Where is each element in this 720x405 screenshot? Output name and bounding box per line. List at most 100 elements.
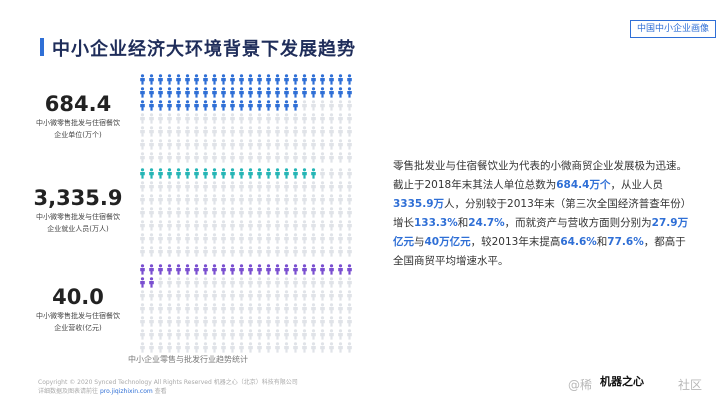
desc-highlight-employees: 3335.9万 [393, 198, 445, 210]
person-icon [329, 220, 334, 231]
person-icon [266, 100, 271, 111]
person-icon [149, 264, 154, 275]
person-icon [293, 126, 298, 137]
person-icon [230, 329, 235, 340]
person-icon [248, 303, 253, 314]
title-accent-bar [40, 38, 44, 56]
person-icon [167, 316, 172, 327]
person-icon [212, 113, 217, 124]
person-icon [302, 126, 307, 137]
person-icon [320, 329, 325, 340]
person-icon [311, 233, 316, 244]
person-icon [140, 168, 145, 179]
person-icon [149, 126, 154, 137]
person-icon [266, 87, 271, 98]
person-icon [149, 303, 154, 314]
person-icon [158, 87, 163, 98]
section-tag: 中国中小企业画像 [630, 20, 716, 38]
person-icon [329, 126, 334, 137]
person-icon [239, 194, 244, 205]
person-icon [212, 100, 217, 111]
person-icon [221, 233, 226, 244]
footer-prefix: 详细数据及图表请前往 [38, 388, 99, 395]
person-icon [338, 303, 343, 314]
chart-caption: 中小企业零售与批发行业趋势统计 [128, 355, 248, 364]
person-icon [320, 290, 325, 301]
person-icon [284, 277, 289, 288]
person-icon [167, 329, 172, 340]
watermark-right: 社区 [678, 378, 703, 392]
person-icon [311, 194, 316, 205]
person-icon [158, 194, 163, 205]
person-icon [266, 126, 271, 137]
person-icon [230, 100, 235, 111]
person-icon [338, 220, 343, 231]
person-icon [302, 264, 307, 275]
person-icon [347, 264, 352, 275]
person-icon [167, 152, 172, 163]
person-icon [221, 152, 226, 163]
person-icon [167, 126, 172, 137]
person-icon [266, 207, 271, 218]
person-icon [176, 207, 181, 218]
person-icon [293, 303, 298, 314]
person-icon [284, 264, 289, 275]
person-icon [329, 87, 334, 98]
person-icon [311, 74, 316, 85]
person-icon [194, 290, 199, 301]
person-icon [140, 233, 145, 244]
person-icon [338, 329, 343, 340]
description-paragraph: 零售批发业与住宿餐饮业为代表的小微商贸企业发展极为迅速。截止于2018年末其法人… [393, 157, 693, 271]
person-icon [221, 207, 226, 218]
person-icon [239, 246, 244, 257]
person-icon [212, 303, 217, 314]
person-icon [266, 152, 271, 163]
person-icon [275, 233, 280, 244]
person-icon [167, 342, 172, 353]
person-icon [320, 303, 325, 314]
person-icon [230, 303, 235, 314]
person-icon [203, 139, 208, 150]
person-icon [158, 207, 163, 218]
person-icon [185, 168, 190, 179]
person-icon [293, 139, 298, 150]
person-icon [167, 207, 172, 218]
person-icon [311, 342, 316, 353]
person-icon [239, 113, 244, 124]
stat-units-label-2: 企业单位(万个) [54, 131, 102, 139]
person-icon [140, 113, 145, 124]
person-icon [230, 194, 235, 205]
person-icon [212, 264, 217, 275]
person-icon [221, 342, 226, 353]
stat-revenue-label-2: 企业营收(亿元) [54, 324, 102, 332]
person-icon [248, 194, 253, 205]
footer-url-link[interactable]: pro.jiqizhixin.com [99, 388, 153, 395]
stat-employees: 3,335.9 中小微零售批发与住宿餐饮 企业就业人员(万人) [28, 186, 128, 234]
person-icon [257, 303, 262, 314]
person-icon [212, 290, 217, 301]
person-icon [275, 316, 280, 327]
person-icon [176, 233, 181, 244]
person-icon [158, 100, 163, 111]
person-icon [167, 194, 172, 205]
person-icon [311, 126, 316, 137]
person-icon [158, 277, 163, 288]
person-icon [176, 246, 181, 257]
person-icon [302, 207, 307, 218]
person-icon [230, 74, 235, 85]
person-icon [266, 168, 271, 179]
person-icon [176, 113, 181, 124]
person-icon [140, 290, 145, 301]
person-icon [185, 74, 190, 85]
person-icon [194, 100, 199, 111]
person-icon [221, 100, 226, 111]
person-icon [248, 220, 253, 231]
person-icon [167, 246, 172, 257]
person-icon [248, 264, 253, 275]
person-icon [194, 168, 199, 179]
stat-units: 684.4 中小微零售批发与住宿餐饮 企业单位(万个) [28, 92, 128, 140]
person-icon [221, 194, 226, 205]
person-icon [311, 168, 316, 179]
desc-highlight-revenue: 40万亿元 [424, 236, 471, 248]
person-icon [212, 233, 217, 244]
